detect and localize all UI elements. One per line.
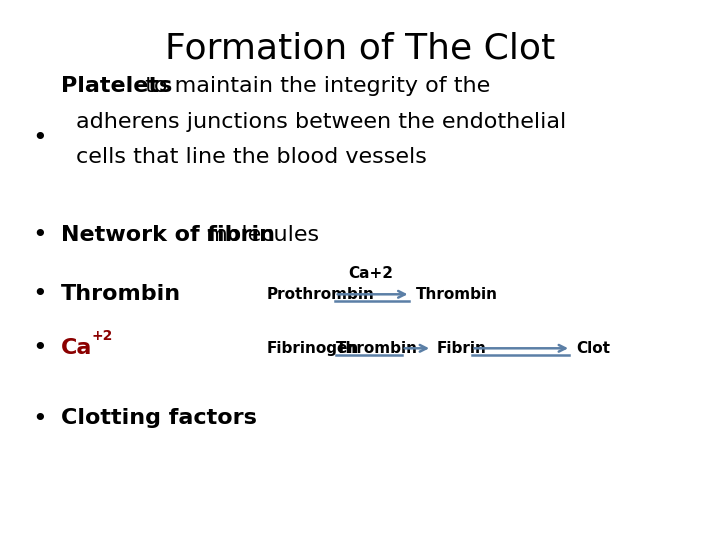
Text: cells that line the blood vessels: cells that line the blood vessels <box>76 146 426 167</box>
Text: Thrombin: Thrombin <box>336 341 418 356</box>
Text: Platelets: Platelets <box>61 76 173 97</box>
Text: •: • <box>32 407 47 430</box>
Text: to maintain the integrity of the: to maintain the integrity of the <box>138 76 490 97</box>
Text: •: • <box>32 282 47 306</box>
Text: Fibrin: Fibrin <box>437 341 487 356</box>
Text: Formation of The Clot: Formation of The Clot <box>165 32 555 65</box>
Text: •: • <box>32 336 47 360</box>
Text: •: • <box>32 126 47 150</box>
Text: Ca+2: Ca+2 <box>348 266 393 281</box>
Text: Fibrinogen: Fibrinogen <box>266 341 359 356</box>
Text: Prothrombin: Prothrombin <box>266 287 374 302</box>
Text: Clot: Clot <box>576 341 610 356</box>
Text: •: • <box>32 223 47 247</box>
Text: +2: +2 <box>91 329 113 343</box>
Text: Ca: Ca <box>61 338 93 359</box>
Text: molecules: molecules <box>199 225 320 245</box>
Text: Clotting factors: Clotting factors <box>61 408 257 429</box>
Text: adherens junctions between the endothelial: adherens junctions between the endotheli… <box>76 111 566 132</box>
Text: Thrombin: Thrombin <box>61 284 181 305</box>
Text: Thrombin: Thrombin <box>416 287 498 302</box>
Text: Network of fibrin: Network of fibrin <box>61 225 275 245</box>
